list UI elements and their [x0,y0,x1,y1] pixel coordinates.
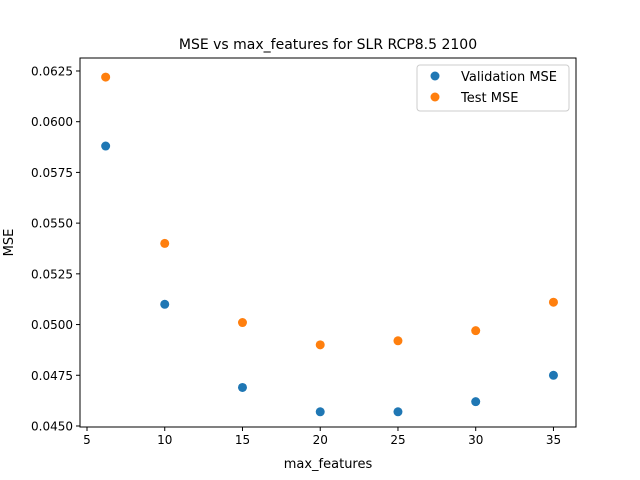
x-tick-label: 5 [83,433,91,447]
x-tick-label: 15 [235,433,250,447]
y-axis-label: MSE [2,229,17,257]
x-axis-ticks: 5 10 15 20 25 30 35 [83,427,561,447]
data-point [471,397,481,407]
y-tick-label: 0.0600 [31,115,73,129]
x-tick-label: 25 [390,433,405,447]
x-axis-label: max_features [284,457,373,472]
data-point [160,238,170,248]
y-tick-label: 0.0550 [31,217,73,231]
x-tick-label: 35 [546,433,561,447]
legend-label-test-mse: Test MSE [460,91,518,106]
series-test-mse [101,72,558,350]
data-point [315,407,325,417]
data-points [101,72,558,417]
data-point [237,382,247,392]
data-point [471,326,481,336]
y-tick-label: 0.0525 [31,267,73,281]
y-axis-ticks: 0.0450 0.0475 0.0500 0.0525 0.0550 0.0575 0.06… [31,64,80,433]
x-tick-label: 10 [157,433,172,447]
data-point [548,370,558,380]
y-tick-label: 0.0625 [31,64,73,78]
plot-area-frame [79,57,577,428]
legend-marker-validation-mse [430,71,440,81]
x-tick-label: 20 [313,433,328,447]
data-point [548,297,558,307]
legend-label-validation-mse: Validation MSE [461,70,557,85]
data-point [101,72,111,82]
y-tick-label: 0.0500 [31,318,73,332]
y-tick-label: 0.0450 [31,419,73,433]
data-point [315,340,325,350]
series-validation-mse [101,141,558,417]
y-tick-label: 0.0475 [31,369,73,383]
data-point [393,336,403,346]
y-tick-label: 0.0575 [31,166,73,180]
legend-marker-test-mse [430,92,440,102]
data-point [393,407,403,417]
data-point [160,299,170,309]
legend: Validation MSE Test MSE [416,64,570,112]
x-tick-label: 30 [468,433,483,447]
chart-title: MSE vs max_features for SLR RCP8.5 2100 [179,37,477,53]
legend-frame [416,64,570,112]
data-point [237,318,247,328]
data-point [101,141,111,151]
